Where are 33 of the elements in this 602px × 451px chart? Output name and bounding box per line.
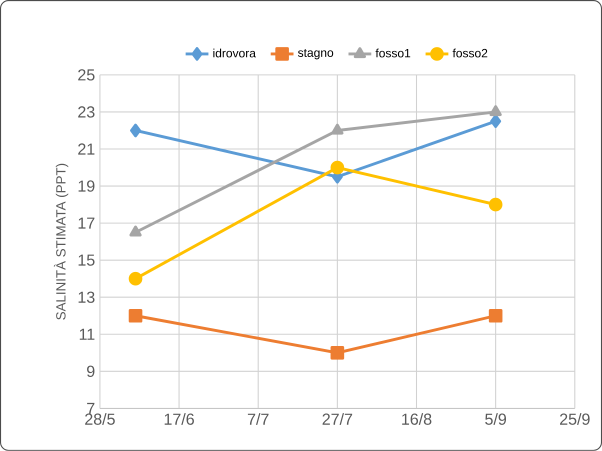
x-tick-label: 5/9 — [485, 413, 506, 425]
point — [488, 198, 502, 212]
y-tick-label: 19 — [78, 180, 94, 192]
y-tick-label: 11 — [80, 328, 94, 340]
x-tick-label: 16/8 — [402, 413, 432, 425]
y-tick-label: 21 — [78, 143, 94, 155]
point — [490, 105, 502, 116]
point — [129, 226, 142, 237]
legend-label: fosso1 — [376, 48, 410, 58]
y-tick-label: 9 — [87, 366, 94, 378]
point — [330, 160, 344, 174]
x-tick-label: 7/7 — [248, 413, 269, 425]
point — [490, 114, 502, 128]
legend-label: stagno — [298, 49, 334, 60]
legend-label: idrovora — [213, 48, 256, 58]
point — [128, 308, 142, 323]
y-tick-label: 25 — [78, 69, 95, 81]
y-tick-label: 15 — [78, 254, 95, 266]
y-tick-label: 23 — [78, 106, 94, 118]
y-tick-label: 17 — [78, 218, 94, 229]
point — [128, 272, 142, 286]
x-tick-label: 17/6 — [164, 413, 194, 425]
point — [130, 124, 142, 138]
point — [331, 124, 344, 135]
y-axis-title: SALINITÀ STIMATA (PPT) — [54, 164, 68, 320]
point — [488, 308, 502, 323]
point — [330, 346, 344, 360]
y-tick-label: 7 — [87, 402, 94, 414]
legend-label: fosso2 — [452, 48, 488, 58]
y-tick-label: 13 — [78, 292, 94, 303]
x-tick-label: 25/9 — [560, 413, 590, 425]
x-tick-label: 28/5 — [85, 413, 115, 425]
x-tick-label: 27/7 — [322, 413, 352, 425]
